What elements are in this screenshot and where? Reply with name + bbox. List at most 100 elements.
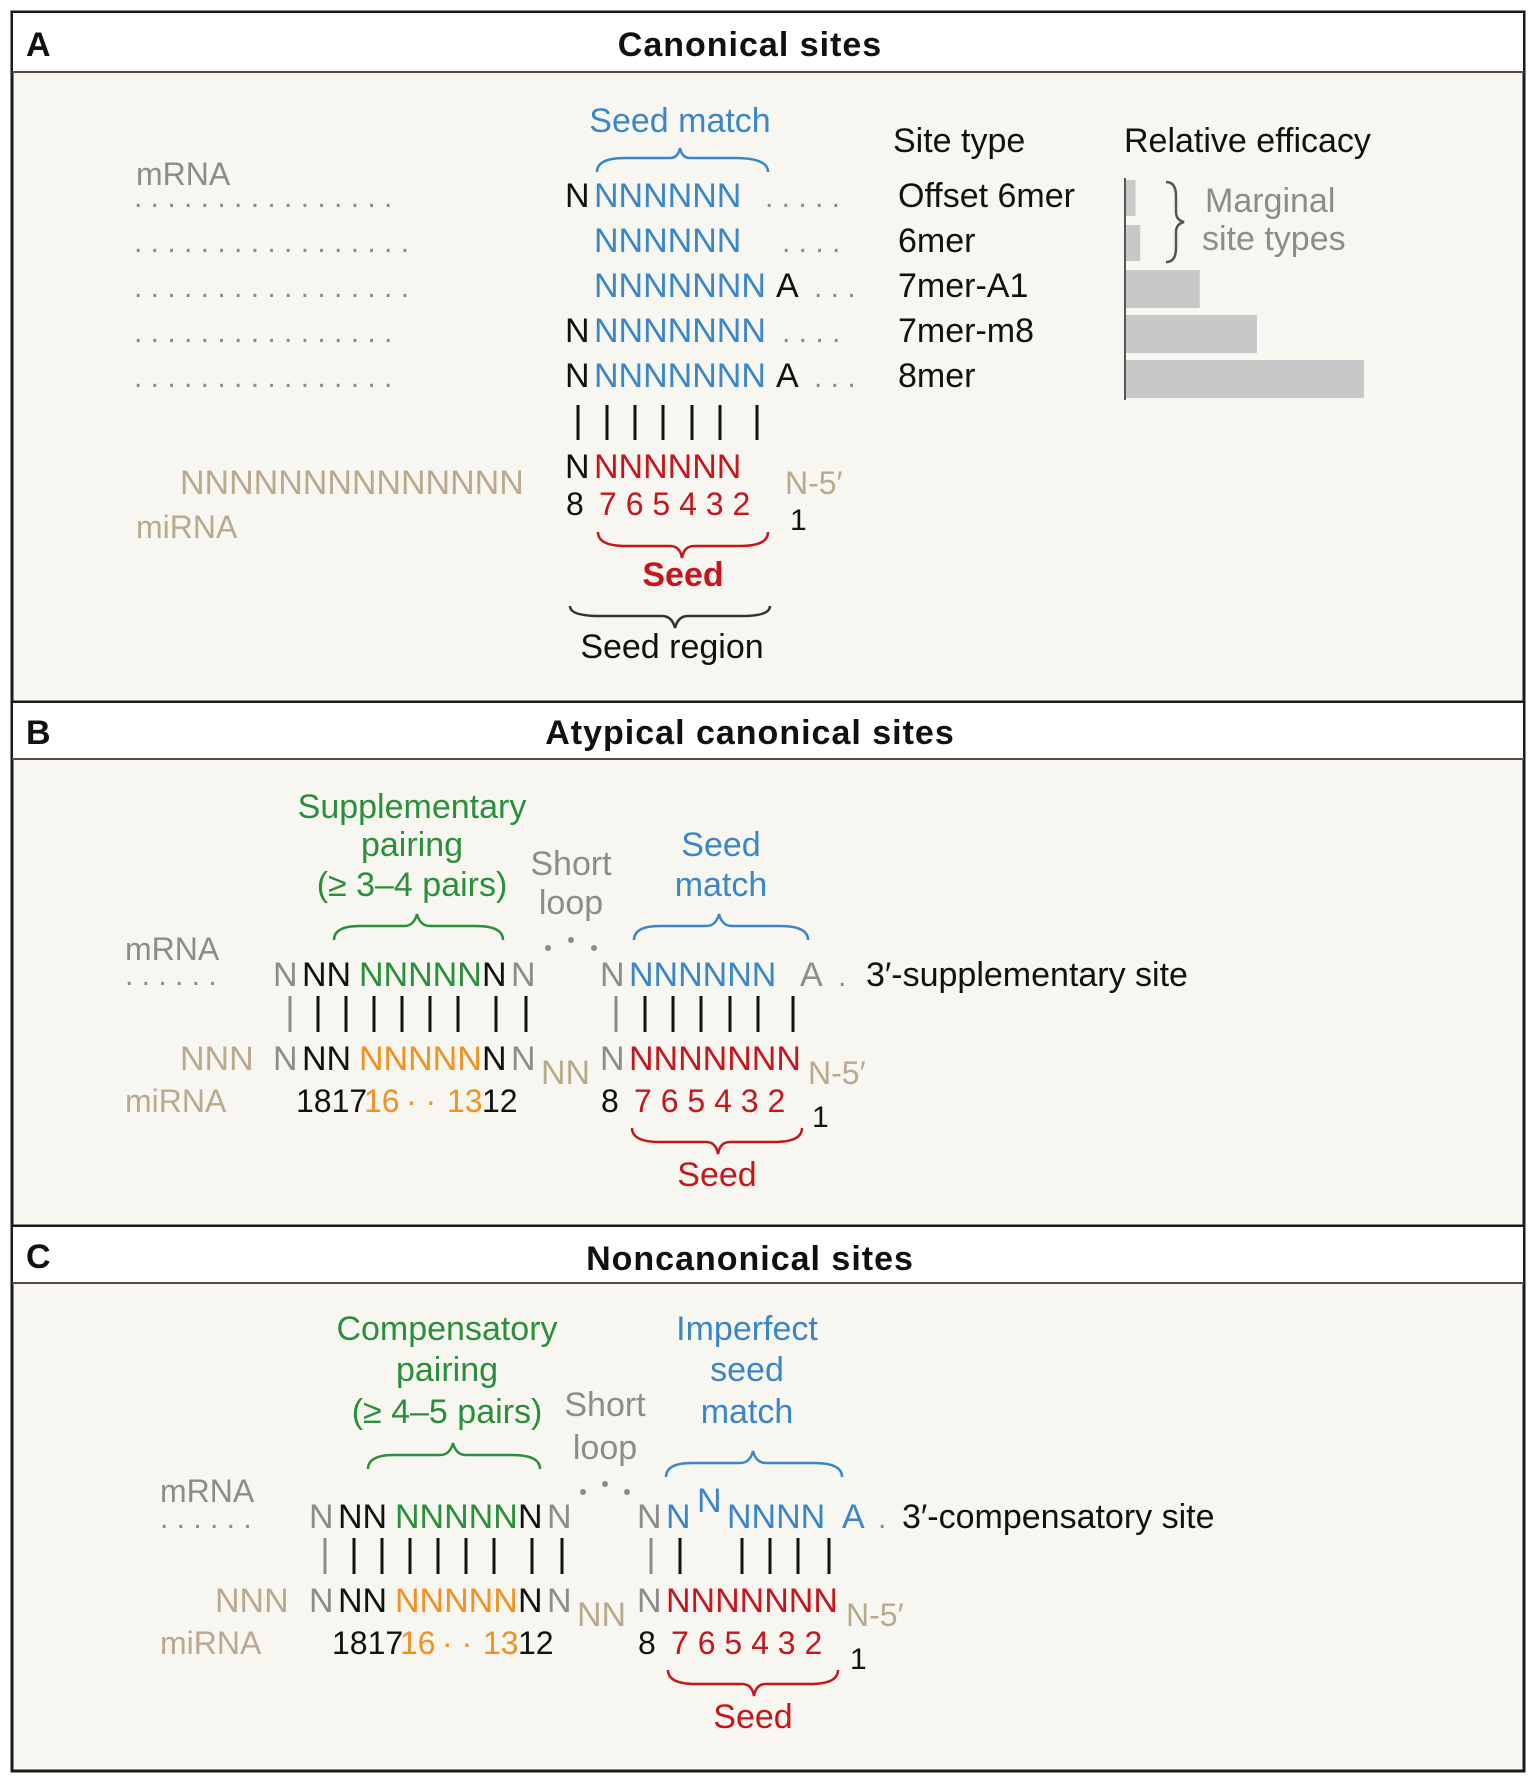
panel-c-background [12, 1226, 1524, 1771]
site-name: 3′-compensatory site [902, 1498, 1215, 1536]
mirna-base: NN [338, 1582, 387, 1620]
mrna-base: N [273, 956, 298, 994]
mirna-seed-bases: NNNNNNN [629, 1040, 801, 1078]
mrna-compensatory-bases: NNNNN [395, 1498, 518, 1536]
mirna-supplementary-bases: NNNNN [359, 1040, 482, 1078]
supplementary-pairing-brace [332, 913, 505, 941]
mirna-loop-bases: NN [541, 1054, 590, 1092]
mrna-a1: A [800, 956, 823, 994]
mrna-trailing-dots: . . . . [782, 226, 840, 259]
seed-match-label: Seed match [589, 102, 770, 140]
mirna-seed-bases: NNNNNN [594, 448, 741, 486]
mirna-position-8-base: N [600, 1040, 625, 1078]
marginal-label-line2: site types [1202, 220, 1346, 258]
seed-match-line2: match [675, 866, 768, 904]
supplementary-pairing-line2: pairing [361, 826, 463, 864]
mrna-base: N [309, 1498, 334, 1536]
marginal-label-line1: Marginal [1205, 182, 1335, 220]
mirna-tail: NNN [215, 1582, 289, 1620]
seed-label: Seed [677, 1156, 756, 1194]
loop-dot [568, 937, 574, 943]
marginal-brace [1165, 180, 1185, 264]
mrna-seed-match: NNNNNN [594, 177, 741, 215]
pairing-lines-b [288, 996, 795, 1032]
panel-c-frame [10, 1224, 1526, 1773]
pairing-lines [576, 405, 759, 440]
mirna-base: N [273, 1040, 298, 1078]
efficacy-bar-7mer-a1 [1126, 270, 1200, 308]
mrna-n-left: N [565, 357, 590, 395]
mrna-base: N [600, 956, 625, 994]
mrna-strand-b: N NN NNNNN N N N NNNNNN A . [273, 956, 846, 994]
mirna-base: N [309, 1582, 334, 1620]
panel-a-letter: A [26, 26, 51, 64]
mirna-loop-bases: NN [577, 1596, 626, 1634]
mirna-seed-positions: 7 6 5 4 3 2 [671, 1625, 822, 1661]
mirna-base: NN [302, 1040, 351, 1078]
panel-b-title: Atypical canonical sites [545, 714, 955, 752]
panel-a-title: Canonical sites [618, 26, 882, 64]
mrna-base: NN [338, 1498, 387, 1536]
mrna-seed-match-bases: N [666, 1498, 691, 1536]
panel-b-background [12, 702, 1524, 1226]
mrna-label: mRNA [125, 931, 220, 967]
panel-b: B Atypical canonical sites Supplementary… [10, 700, 1526, 1228]
mrna-base: N [518, 1498, 543, 1536]
seed-brace [666, 1669, 840, 1697]
mirna-position-8: 8 [566, 486, 584, 522]
mrna-label: mRNA [160, 1473, 255, 1509]
compensatory-pairing-line1: Compensatory [336, 1310, 557, 1348]
mirna-5-prime-end: N-5′ [785, 465, 843, 501]
loop-dot [545, 945, 551, 951]
pairing-lines-c [323, 1538, 831, 1574]
seed-match-line1: Seed [681, 826, 760, 864]
imperfect-seed-match-line2: seed [710, 1351, 784, 1389]
loop-dot [624, 1489, 630, 1495]
panel-b-header-bg [13, 703, 1523, 759]
mrna-dots: . . . . . . . . . . . . . . . . [134, 316, 392, 349]
site-row-6mer: . . . . . . . . . . . . . . . . . NNNNNN… [134, 222, 975, 260]
mrna-trailing-dot: . [838, 960, 846, 993]
mirna-5-prime-end: N-5′ [846, 1597, 904, 1633]
site-type-header: Site type [893, 122, 1025, 160]
imperfect-seed-match-line3: match [701, 1393, 794, 1431]
mrna-trailing-dot: . [878, 1502, 886, 1535]
compensatory-pairing-line2: pairing [396, 1351, 498, 1389]
short-loop-line1: Short [564, 1386, 646, 1424]
mirna-seed-bases: NNNNNNN [666, 1582, 838, 1620]
loop-dot [602, 1481, 608, 1487]
mirna-position-16: 16 [364, 1083, 400, 1119]
mrna-dots: . . . . . . [160, 1502, 252, 1535]
mrna-trailing-dots: . . . . . [765, 181, 840, 214]
mrna-trailing-dots: . . . . [782, 316, 840, 349]
seed-label: Seed [713, 1698, 792, 1736]
mirna-position-13: 13 [483, 1625, 519, 1661]
mirna-strand-c: NNN N NN NNNNN N N NN N NNNNNNN [215, 1582, 838, 1634]
mirna-tail: NNN [180, 1040, 254, 1078]
mrna-base: NN [302, 956, 351, 994]
mrna-seed-match: NNNNNN [594, 222, 741, 260]
mirna-position-12: 12 [518, 1625, 554, 1661]
site-type-name: 7mer-m8 [898, 312, 1034, 350]
seed-match-brace [595, 147, 770, 173]
mirna-seed-positions: 7 6 5 4 3 2 [599, 486, 750, 522]
short-loop-line1: Short [530, 845, 612, 883]
supplementary-pairing-line3: (≥ 3–4 pairs) [317, 866, 508, 904]
mirna-strand-b: NNN N NN NNNNN N N NN N NNNNNNN [180, 1040, 801, 1092]
mrna-dots: . . . . . . . . . . . . . . . . . [134, 271, 409, 304]
mrna-base: N [637, 1498, 662, 1536]
mirna-label: miRNA [136, 509, 238, 545]
mirna-label: miRNA [125, 1083, 227, 1119]
mrna-dots: . . . . . . . . . . . . . . . . [134, 181, 392, 214]
mirna-label: miRNA [160, 1625, 262, 1661]
mirna-position-8: 8 [601, 1083, 619, 1119]
mirna-position-dots: · · [406, 1083, 436, 1119]
panel-c-header-bg [13, 1227, 1523, 1283]
mrna-supplementary-bases: NNNNN [359, 956, 482, 994]
mrna-base: N [511, 956, 536, 994]
efficacy-bars [1124, 178, 1364, 400]
seed-brace [596, 531, 770, 559]
mirna-position-dots: · · [442, 1625, 472, 1661]
seed-label: Seed [642, 556, 723, 594]
efficacy-bar-8mer [1126, 360, 1364, 398]
